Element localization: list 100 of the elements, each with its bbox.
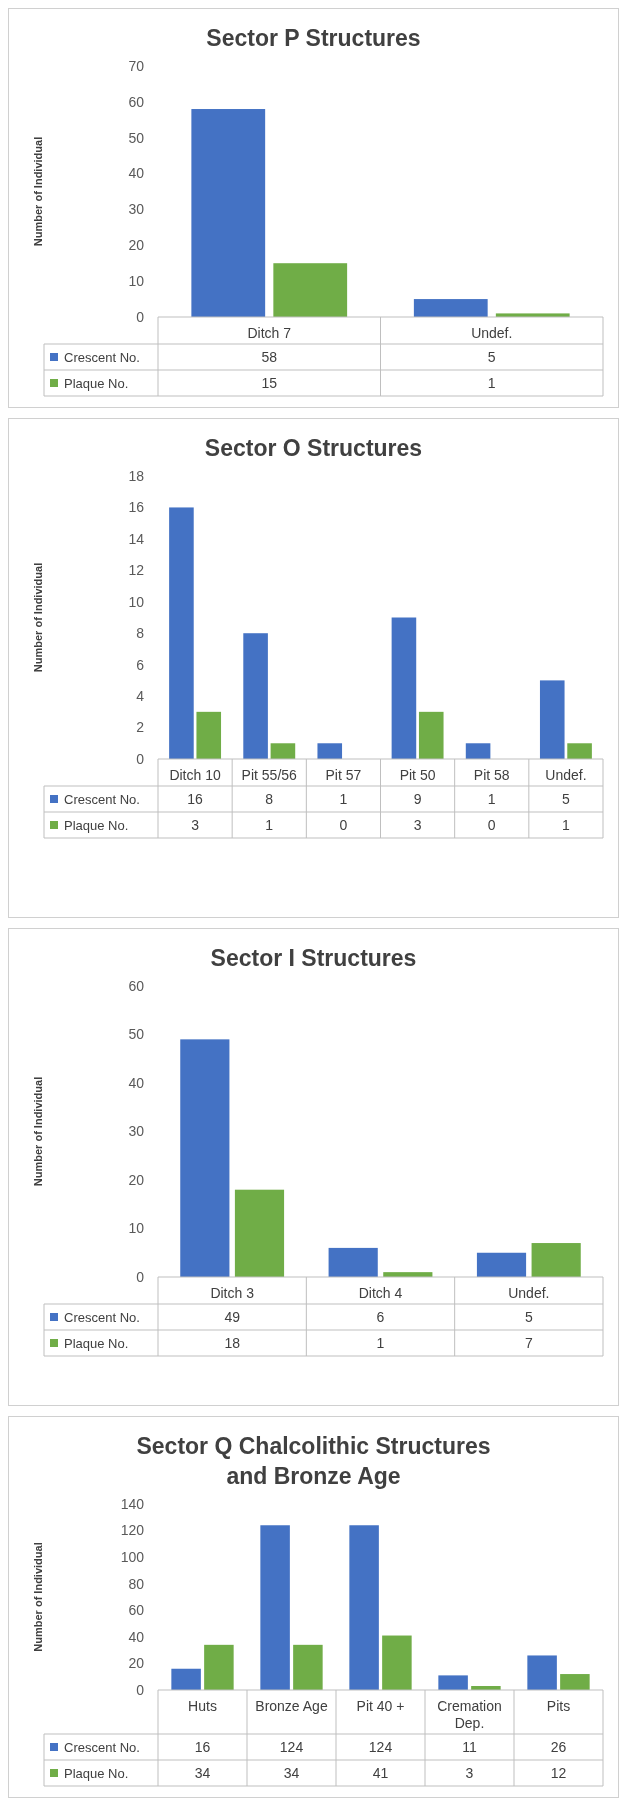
y-tick-label: 70 bbox=[128, 57, 145, 74]
legend-label: Plaque No. bbox=[64, 1335, 129, 1351]
y-tick-label: 60 bbox=[128, 1602, 145, 1619]
data-label: 58 bbox=[261, 348, 278, 365]
bar bbox=[270, 743, 296, 759]
bar bbox=[567, 743, 592, 759]
y-tick-label: 8 bbox=[136, 625, 145, 642]
bar bbox=[196, 711, 222, 759]
data-label: 1 bbox=[487, 790, 496, 807]
y-tick-label: 120 bbox=[120, 1522, 145, 1539]
bar bbox=[293, 1644, 323, 1690]
bar bbox=[180, 1039, 230, 1277]
bar bbox=[476, 1252, 527, 1277]
y-tick-label: 40 bbox=[128, 1074, 145, 1091]
x-tick-label: Cremation Dep. bbox=[437, 1698, 502, 1732]
data-label: 5 bbox=[562, 790, 571, 807]
bar bbox=[273, 263, 348, 317]
bar bbox=[531, 1243, 581, 1277]
data-label: 124 bbox=[368, 1738, 393, 1755]
data-label: 1 bbox=[265, 816, 274, 833]
data-label: 6 bbox=[376, 1308, 385, 1325]
y-axis-title: Number of Individual bbox=[32, 562, 44, 673]
data-label: 34 bbox=[283, 1764, 300, 1781]
data-label: 26 bbox=[550, 1738, 567, 1755]
x-tick-label: Pit 57 bbox=[325, 767, 362, 784]
x-tick-label: Pit 40 + bbox=[356, 1698, 405, 1715]
data-label: 11 bbox=[462, 1738, 477, 1755]
y-tick-label: 50 bbox=[128, 129, 145, 146]
data-label: 3 bbox=[465, 1764, 474, 1781]
data-label: 1 bbox=[562, 816, 571, 833]
y-tick-label: 50 bbox=[128, 1026, 145, 1043]
bar bbox=[191, 109, 266, 317]
y-tick-label: 0 bbox=[136, 1268, 145, 1285]
data-label: 1 bbox=[339, 790, 348, 807]
y-tick-label: 2 bbox=[136, 719, 145, 736]
data-label: 0 bbox=[487, 816, 496, 833]
data-label: 15 bbox=[261, 374, 278, 391]
data-label: 3 bbox=[413, 816, 422, 833]
x-tick-label: Undef. bbox=[508, 1285, 550, 1302]
x-tick-label: Bronze Age bbox=[255, 1698, 328, 1715]
x-tick-label: Undef. bbox=[545, 767, 587, 784]
bar bbox=[234, 1189, 285, 1277]
x-tick-label: Undef. bbox=[471, 325, 513, 342]
y-axis-title: Number of Individual bbox=[32, 136, 44, 247]
y-tick-label: 0 bbox=[136, 1681, 145, 1698]
data-label: 9 bbox=[413, 790, 422, 807]
x-tick-label: Huts bbox=[188, 1698, 217, 1715]
y-tick-label: 18 bbox=[128, 467, 145, 484]
bar bbox=[438, 1675, 468, 1690]
x-tick-label: Ditch 3 bbox=[210, 1285, 255, 1302]
data-label: 34 bbox=[194, 1764, 211, 1781]
x-tick-label: Ditch 4 bbox=[358, 1285, 403, 1302]
bar bbox=[260, 1525, 290, 1690]
y-tick-label: 30 bbox=[128, 201, 145, 218]
chart-title: Sector I Structures bbox=[210, 945, 417, 971]
y-tick-label: 12 bbox=[128, 562, 145, 579]
y-tick-label: 30 bbox=[128, 1123, 145, 1140]
y-tick-label: 40 bbox=[128, 165, 145, 182]
chart-title: Sector P Structures bbox=[206, 25, 421, 51]
bar bbox=[328, 1247, 378, 1277]
data-label: 7 bbox=[524, 1334, 533, 1351]
bar bbox=[560, 1674, 590, 1690]
bar bbox=[391, 617, 417, 759]
data-label: 16 bbox=[187, 790, 204, 807]
bar bbox=[317, 743, 343, 759]
x-tick-label: Ditch 10 bbox=[169, 767, 221, 784]
bar bbox=[349, 1525, 379, 1690]
legend-label: Crescent No. bbox=[64, 1739, 140, 1755]
bar bbox=[527, 1655, 557, 1690]
bar bbox=[171, 1668, 201, 1690]
y-tick-label: 20 bbox=[128, 1655, 145, 1672]
y-tick-label: 14 bbox=[128, 530, 145, 547]
bar bbox=[243, 633, 268, 759]
data-label: 1 bbox=[376, 1334, 385, 1351]
y-tick-label: 6 bbox=[136, 656, 145, 673]
data-label: 12 bbox=[550, 1764, 567, 1781]
y-tick-label: 0 bbox=[136, 308, 145, 325]
bar bbox=[465, 743, 491, 759]
legend-label: Plaque No. bbox=[64, 817, 129, 833]
legend-label: Plaque No. bbox=[64, 375, 129, 391]
y-tick-label: 10 bbox=[128, 1220, 145, 1237]
data-label: 49 bbox=[224, 1308, 241, 1325]
y-tick-label: 20 bbox=[128, 1171, 145, 1188]
bar bbox=[169, 507, 194, 759]
y-axis-title: Number of Individual bbox=[32, 1076, 44, 1187]
y-tick-label: 16 bbox=[128, 499, 145, 516]
data-label: 8 bbox=[265, 790, 274, 807]
data-label: 1 bbox=[487, 374, 496, 391]
y-tick-label: 100 bbox=[120, 1549, 145, 1566]
legend-label: Plaque No. bbox=[64, 1765, 129, 1781]
data-label: 0 bbox=[339, 816, 348, 833]
y-tick-label: 80 bbox=[128, 1575, 145, 1592]
x-tick-label: Pit 55/56 bbox=[241, 767, 298, 784]
bar bbox=[539, 680, 565, 759]
data-label: 18 bbox=[224, 1334, 241, 1351]
data-label: 124 bbox=[279, 1738, 304, 1755]
bar bbox=[418, 711, 444, 759]
data-label: 5 bbox=[524, 1308, 533, 1325]
bar bbox=[204, 1644, 234, 1690]
y-tick-label: 60 bbox=[128, 93, 145, 110]
